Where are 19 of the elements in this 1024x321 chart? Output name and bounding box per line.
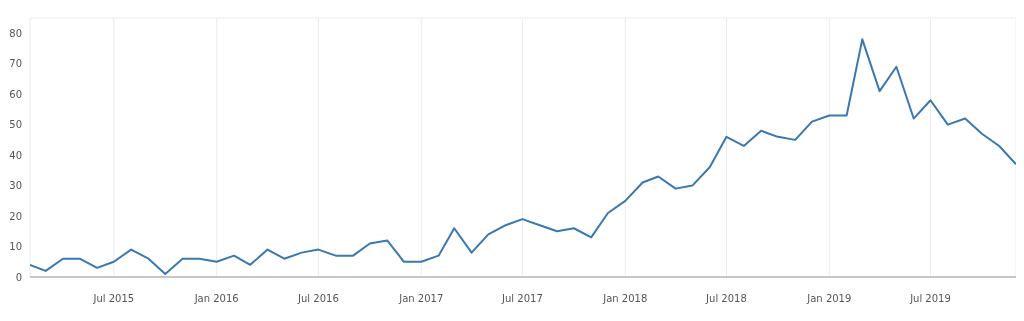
y-tick-label: 60 [9, 88, 22, 100]
x-tick-label: Jul 2018 [705, 293, 747, 305]
x-tick-label: Jan 2016 [193, 293, 239, 305]
y-tick-label: 40 [9, 149, 22, 161]
x-tick-label: Jul 2016 [297, 293, 339, 305]
line-series [30, 38, 1016, 275]
y-tick-label: 50 [9, 119, 22, 131]
x-tick-label: Jul 2015 [92, 293, 135, 305]
x-tick-label: Jan 2017 [398, 293, 444, 305]
y-tick-label: 70 [9, 58, 22, 70]
x-tick-label: Jan 2018 [602, 293, 648, 305]
y-tick-label: 80 [9, 27, 22, 39]
x-tick-label: Jan 2019 [806, 293, 852, 305]
y-tick-label: 10 [9, 241, 22, 253]
y-tick-label: 30 [9, 180, 22, 192]
y-tick-label: 20 [9, 210, 22, 222]
y-tick-label: 0 [15, 271, 22, 283]
x-tick-label: Jul 2019 [909, 293, 951, 305]
x-tick-label: Jul 2017 [501, 293, 543, 305]
